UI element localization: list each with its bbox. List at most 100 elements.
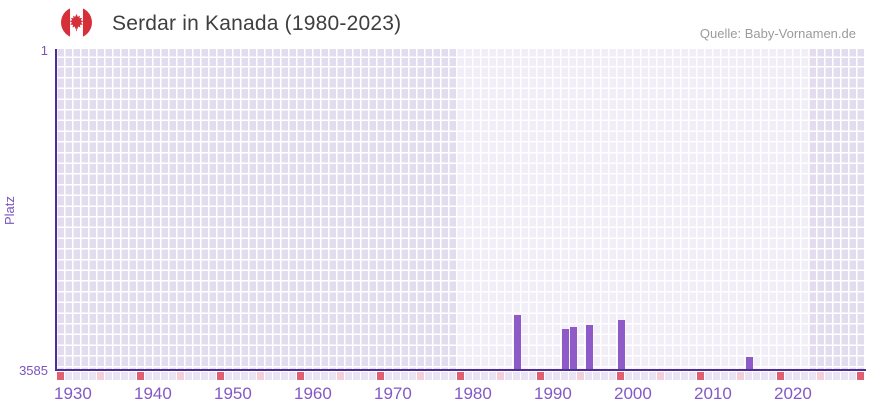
year-tick-1969 [369, 372, 376, 380]
x-axis-label-1950: 1950 [214, 384, 252, 403]
year-tick-1992 [553, 372, 560, 380]
year-tick-1941 [145, 372, 152, 380]
year-tick-1961 [305, 372, 312, 380]
year-tick-1985 [497, 372, 504, 380]
year-tick-2000 [617, 372, 624, 380]
year-tick-2027 [833, 372, 840, 380]
year-tick-1979 [449, 372, 456, 380]
year-tick-1973 [401, 372, 408, 380]
x-axis-label-1960: 1960 [294, 384, 332, 403]
year-tick-1997 [593, 372, 600, 380]
year-tick-2023 [801, 372, 808, 380]
source-attribution: Quelle: Baby-Vornamen.de [699, 26, 856, 41]
year-tick-1993 [561, 372, 568, 380]
year-tick-2021 [785, 372, 792, 380]
rank-bar-2016[interactable] [745, 356, 753, 369]
year-tick-2018 [761, 372, 768, 380]
year-tick-1975 [417, 372, 424, 380]
year-tick-1996 [585, 372, 592, 380]
rank-bar-1996[interactable] [585, 324, 593, 369]
year-tick-1946 [185, 372, 192, 380]
year-tick-1944 [169, 372, 176, 380]
year-tick-1934 [89, 372, 96, 380]
rank-bar-1993[interactable] [561, 329, 569, 369]
year-tick-1967 [353, 372, 360, 380]
year-tick-1953 [241, 372, 248, 380]
year-tick-2004 [649, 372, 656, 380]
year-tick-1987 [513, 372, 520, 380]
year-tick-1932 [73, 372, 80, 380]
year-tick-1981 [465, 372, 472, 380]
year-tick-1962 [313, 372, 320, 380]
year-tick-2014 [729, 372, 736, 380]
year-tick-1958 [281, 372, 288, 380]
year-tick-1943 [161, 372, 168, 380]
year-tick-2017 [753, 372, 760, 380]
year-tick-1976 [425, 372, 432, 380]
year-tick-2030 [857, 372, 864, 380]
year-tick-2016 [745, 372, 752, 380]
year-tick-2003 [641, 372, 648, 380]
y-axis-tick-bottom: 3585 [19, 363, 48, 378]
year-tick-1989 [529, 372, 536, 380]
year-tick-1947 [193, 372, 200, 380]
rank-bar-2000[interactable] [617, 319, 625, 369]
year-tick-1959 [289, 372, 296, 380]
year-tick-1965 [337, 372, 344, 380]
year-tick-2001 [625, 372, 632, 380]
year-tick-1942 [153, 372, 160, 380]
year-tick-2025 [817, 372, 824, 380]
year-tick-1983 [481, 372, 488, 380]
year-tick-1998 [601, 372, 608, 380]
y-axis-tick-top: 1 [40, 43, 48, 58]
x-axis-label-1980: 1980 [454, 384, 492, 403]
year-tick-2015 [737, 372, 744, 380]
x-axis-label-1990: 1990 [534, 384, 572, 403]
x-axis-label-1930: 1930 [54, 384, 92, 403]
rank-bar-1987[interactable] [513, 315, 521, 369]
rank-bar-1994[interactable] [569, 326, 577, 369]
year-tick-1930 [57, 372, 64, 380]
x-axis-label-2000: 2000 [614, 384, 652, 403]
year-tick-2013 [721, 372, 728, 380]
year-tick-1986 [505, 372, 512, 380]
year-tick-1951 [225, 372, 232, 380]
year-tick-1978 [441, 372, 448, 380]
year-tick-1954 [249, 372, 256, 380]
year-tick-1937 [113, 372, 120, 380]
year-tick-2020 [777, 372, 784, 380]
x-axis-label-2010: 2010 [694, 384, 732, 403]
year-tick-2012 [713, 372, 720, 380]
year-tick-1974 [409, 372, 416, 380]
year-tick-1939 [129, 372, 136, 380]
page-title: Serdar in Kanada (1980-2023) [112, 12, 402, 35]
year-tick-2019 [769, 372, 776, 380]
year-tick-1945 [177, 372, 184, 380]
year-tick-2028 [841, 372, 848, 380]
year-tick-1970 [377, 372, 384, 380]
year-tick-1971 [385, 372, 392, 380]
year-tick-1972 [393, 372, 400, 380]
year-tick-2011 [705, 372, 712, 380]
year-tick-1990 [537, 372, 544, 380]
year-tick-2026 [825, 372, 832, 380]
year-tick-1966 [345, 372, 352, 380]
year-tick-1988 [521, 372, 528, 380]
year-tick-1960 [297, 372, 304, 380]
year-tick-1957 [273, 372, 280, 380]
year-tick-1938 [121, 372, 128, 380]
year-tick-2024 [809, 372, 816, 380]
year-tick-1968 [361, 372, 368, 380]
year-tick-1977 [433, 372, 440, 380]
plot-area [55, 49, 866, 371]
year-tick-1980 [457, 372, 464, 380]
year-tick-2007 [673, 372, 680, 380]
year-tick-2008 [681, 372, 688, 380]
year-tick-1949 [209, 372, 216, 380]
canada-flag-icon [61, 7, 92, 38]
year-tick-1956 [265, 372, 272, 380]
year-tick-1955 [257, 372, 264, 380]
year-tick-1995 [577, 372, 584, 380]
year-tick-1933 [81, 372, 88, 380]
